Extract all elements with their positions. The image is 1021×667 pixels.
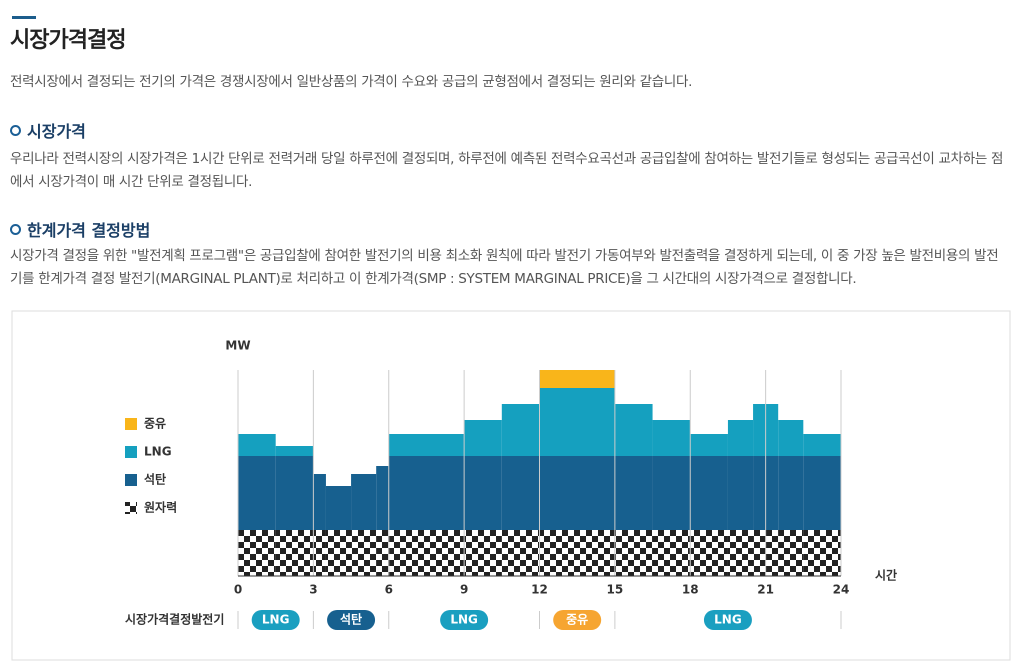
marginal-pill-label: LNG xyxy=(450,613,478,627)
x-tick-label: 18 xyxy=(682,583,699,597)
area-segment xyxy=(464,420,502,456)
area-segment xyxy=(652,420,691,456)
marginal-pill-label: 석탄 xyxy=(340,612,362,627)
area-segment xyxy=(539,530,615,576)
chart-frame xyxy=(11,310,1011,661)
area-segment xyxy=(275,446,314,456)
area-segment xyxy=(539,370,615,388)
area-segment xyxy=(325,530,352,576)
area-segment xyxy=(614,404,653,456)
area-segment xyxy=(727,530,754,576)
section-text: 시장가격 결정을 위한 "발전계획 프로그램"은 공급입찰에 참여한 발전기의 … xyxy=(10,248,999,287)
legend-label: 중유 xyxy=(144,417,166,431)
legend-swatch xyxy=(125,446,137,458)
area-segment xyxy=(388,434,465,456)
area-segment xyxy=(351,474,377,530)
area-segment xyxy=(275,530,314,576)
marginal-pill-label: 중유 xyxy=(566,613,588,627)
area-segment xyxy=(275,456,314,530)
area-segment xyxy=(238,530,276,576)
area-segment xyxy=(690,456,728,530)
area-segment xyxy=(652,530,691,576)
legend-swatch xyxy=(125,418,137,430)
area-segment xyxy=(464,456,502,530)
x-tick-label: 3 xyxy=(309,583,317,597)
area-segment xyxy=(690,434,728,456)
area-segment xyxy=(727,420,754,456)
x-axis-label: 시간 xyxy=(875,568,897,583)
area-segment xyxy=(539,388,615,456)
area-segment xyxy=(464,530,502,576)
area-segment xyxy=(325,486,352,530)
area-segment xyxy=(778,456,804,530)
intro: 전력시장에서 결정되는 전기의 가격은 경쟁시장에서 일반상품의 가격이 수요와… xyxy=(10,74,693,90)
x-tick-label: 0 xyxy=(234,583,242,597)
y-axis-label: MW xyxy=(225,339,250,353)
marginal-pill xyxy=(327,610,376,630)
section-text: 우리나라 전력시장의 시장가격은 1시간 단위로 전력거래 당일 하루전에 결정… xyxy=(10,151,1004,190)
marginal-pill-label: LNG xyxy=(714,613,742,627)
area-segment xyxy=(376,466,389,530)
title-accent xyxy=(12,16,36,19)
area-segment xyxy=(501,456,540,530)
legend-label: LNG xyxy=(144,445,172,459)
section-title: 한계가격 결정방법 xyxy=(10,217,150,241)
area-segment xyxy=(313,474,326,530)
area-segment xyxy=(388,456,465,530)
area-segment xyxy=(238,456,276,530)
marginal-pill xyxy=(440,610,489,630)
area-segment xyxy=(614,456,653,530)
marginal-pill xyxy=(703,610,752,630)
legend-swatch xyxy=(125,474,137,486)
area-segment xyxy=(351,530,377,576)
area-segment xyxy=(539,456,615,530)
area-segment xyxy=(778,530,804,576)
x-tick-label: 9 xyxy=(460,583,468,597)
marginal-label: 시장가격결정발전기 xyxy=(125,612,224,627)
x-tick-label: 12 xyxy=(531,583,548,597)
section-title: 시장가격 xyxy=(10,118,86,142)
legend-swatch xyxy=(125,502,137,514)
page-title: 시장가격결정 xyxy=(10,28,126,53)
legend-label: 원자력 xyxy=(144,500,177,515)
area-segment xyxy=(501,404,540,456)
area-segment xyxy=(803,434,841,456)
area-segment xyxy=(778,420,804,456)
area-segment xyxy=(313,530,326,576)
marginal-pill xyxy=(553,610,602,630)
marginal-pill-label: LNG xyxy=(262,613,290,627)
legend-label: 석탄 xyxy=(144,472,166,487)
area-segment xyxy=(501,530,540,576)
marginal-pill xyxy=(251,610,300,630)
area-segment xyxy=(803,456,841,530)
x-tick-label: 6 xyxy=(385,583,393,597)
area-segment xyxy=(238,434,276,456)
x-tick-label: 21 xyxy=(757,583,774,597)
area-segment xyxy=(614,530,653,576)
x-tick-label: 15 xyxy=(607,583,624,597)
area-segment xyxy=(690,530,728,576)
area-segment xyxy=(727,456,754,530)
x-tick-label: 24 xyxy=(833,583,850,597)
area-segment xyxy=(652,456,691,530)
area-segment xyxy=(388,530,465,576)
area-segment xyxy=(803,530,841,576)
area-segment xyxy=(376,530,389,576)
